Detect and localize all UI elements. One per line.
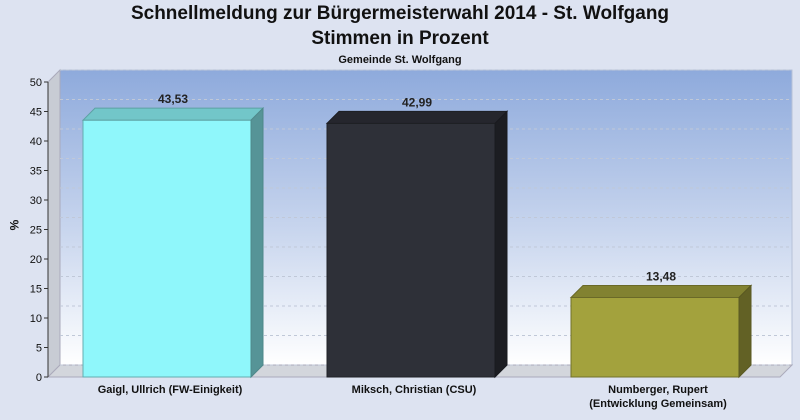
bar-3 — [569, 284, 753, 379]
y-tick-label: 25 — [30, 225, 42, 237]
x-category-line: Gaigl, Ullrich (FW-Einigkeit) — [97, 384, 243, 396]
bar-front — [570, 296, 740, 378]
y-tick-label: 30 — [30, 195, 42, 207]
bar-top — [81, 107, 265, 121]
bar-side — [250, 106, 264, 379]
y-tick-label: 35 — [30, 166, 42, 178]
x-category-label: Gaigl, Ullrich (FW-Einigkeit) — [70, 383, 270, 397]
chart-caption: Gemeinde St. Wolfgang — [338, 54, 462, 66]
value-label: 43,53 — [158, 92, 188, 106]
bar-front — [326, 122, 496, 378]
y-tick-label: 15 — [30, 284, 42, 296]
y-tick-label: 5 — [36, 343, 42, 355]
value-label: 13,48 — [646, 269, 676, 283]
y-tick-label: 45 — [30, 107, 42, 119]
x-category-line: Miksch, Christian (CSU) — [351, 384, 477, 396]
y-tick-label: 10 — [30, 313, 42, 325]
x-category-line: (Entwicklung Gemeinsam) — [589, 398, 727, 410]
bar-side — [738, 284, 752, 379]
chart-subtitle: Stimmen in Prozent — [311, 28, 489, 49]
value-label: 42,99 — [402, 95, 432, 109]
bar-1 — [81, 106, 265, 379]
y-tick-label: 0 — [36, 372, 42, 384]
x-category-label: Numberger, Rupert (Entwicklung Gemeinsam) — [558, 383, 758, 411]
bar-side — [494, 110, 508, 379]
x-category-line: Numberger, Rupert — [608, 384, 708, 396]
y-tick-label: 20 — [30, 254, 42, 266]
chart-title: Schnellmeldung zur Bürgermeisterwahl 201… — [130, 3, 670, 24]
bar-top — [569, 284, 753, 298]
bar-2 — [325, 110, 509, 379]
y-tick-label: 50 — [30, 77, 42, 89]
bar-front — [82, 119, 252, 378]
plot-left-wall — [47, 68, 61, 379]
x-category-label: Miksch, Christian (CSU) — [314, 383, 514, 397]
y-tick-label: 40 — [30, 136, 42, 148]
bar-top — [325, 110, 509, 124]
